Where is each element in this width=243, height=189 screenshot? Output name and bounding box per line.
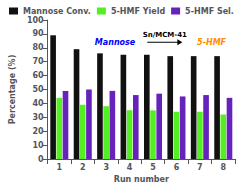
svg-text:5: 5 [150, 163, 156, 172]
svg-text:40: 40 [32, 99, 44, 108]
svg-text:90: 90 [32, 29, 44, 38]
svg-text:20: 20 [32, 127, 44, 136]
svg-text:Sn/MCM-41: Sn/MCM-41 [143, 31, 187, 39]
svg-text:0: 0 [38, 155, 44, 164]
svg-text:80: 80 [32, 43, 44, 52]
svg-text:70: 70 [32, 57, 44, 66]
svg-text:30: 30 [32, 113, 44, 122]
svg-text:10: 10 [32, 141, 44, 150]
svg-text:5-HMF: 5-HMF [197, 38, 227, 47]
svg-text:2: 2 [80, 163, 86, 172]
svg-text:5-HMF Yield: 5-HMF Yield [111, 7, 165, 16]
svg-text:60: 60 [32, 71, 44, 80]
svg-text:100: 100 [27, 16, 44, 25]
svg-text:1: 1 [57, 163, 63, 172]
svg-text:50: 50 [32, 85, 44, 94]
svg-text:5-HMF Sel.: 5-HMF Sel. [185, 7, 234, 16]
svg-text:Mannose Conv.: Mannose Conv. [23, 7, 91, 16]
svg-text:6: 6 [174, 163, 180, 172]
svg-text:Mannose: Mannose [95, 38, 136, 47]
svg-text:8: 8 [220, 163, 226, 172]
svg-text:4: 4 [127, 163, 133, 172]
svg-text:Run number: Run number [114, 175, 169, 184]
svg-text:7: 7 [197, 163, 203, 172]
svg-text:Percentage (%): Percentage (%) [8, 55, 17, 125]
svg-text:3: 3 [103, 163, 109, 172]
